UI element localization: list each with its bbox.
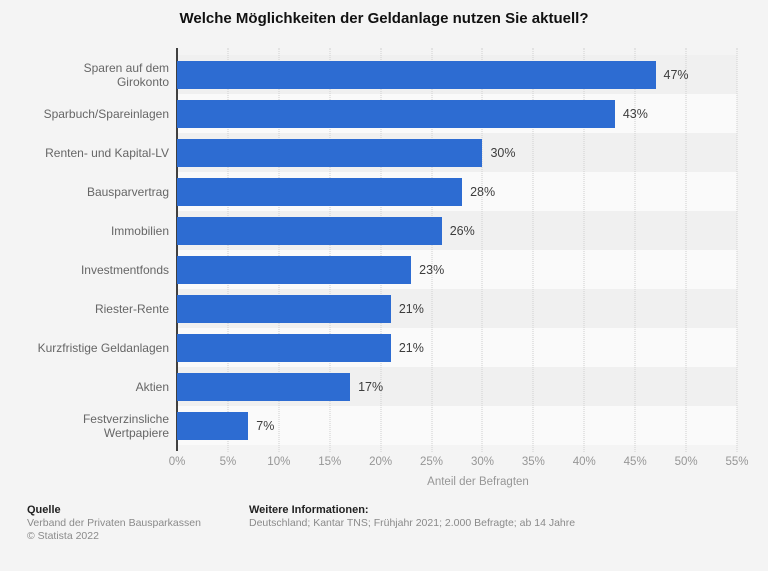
category-label: Riester-Rente	[94, 301, 169, 316]
value-label: 17%	[358, 379, 384, 394]
category-label: Renten- und Kapital-LV	[45, 145, 169, 160]
row-stripe	[177, 406, 737, 445]
info-heading: Weitere Informationen:	[249, 504, 369, 516]
value-label: 43%	[622, 106, 648, 121]
bar-row: Riester-Rente 21%	[0, 289, 768, 328]
gridline	[532, 48, 534, 452]
gridline	[481, 48, 483, 452]
bar-row: Sparen auf dem Girokonto 47%	[0, 55, 768, 94]
value-label: 21%	[398, 340, 424, 355]
category-label: Sparen auf dem Girokonto	[83, 60, 169, 89]
bar-row: Bausparvertrag 28%	[0, 172, 768, 211]
gridline	[583, 48, 585, 452]
gridline	[431, 48, 433, 452]
bar	[177, 60, 656, 89]
gridline	[278, 48, 280, 452]
bar-row: Festverzinsliche Wertpapiere 7%	[0, 406, 768, 445]
gridline	[634, 48, 636, 452]
bar	[177, 333, 391, 362]
bar	[177, 216, 442, 245]
x-axis: 0% 5% 10% 15% 20% 25% 30% 35% 40% 45% 50% 55%	[0, 456, 768, 472]
value-label: 7%	[256, 418, 275, 433]
category-label: Festverzinsliche Wertpapiere	[82, 411, 169, 440]
x-tick-label: 20%	[369, 456, 393, 468]
bar-row: Sparbuch/Spareinlagen 43%	[0, 94, 768, 133]
x-tick-label: 45%	[623, 456, 647, 468]
source-heading: Quelle	[27, 504, 61, 516]
gridline	[329, 48, 331, 452]
value-label: 28%	[470, 184, 496, 199]
bar-row: Investmentfonds 23%	[0, 250, 768, 289]
category-label: Investmentfonds	[80, 262, 169, 277]
x-axis-label: Anteil der Befragten	[427, 476, 529, 488]
info-details: Deutschland; Kantar TNS; Frühjahr 2021; …	[249, 517, 576, 529]
bar-row: Aktien 17%	[0, 367, 768, 406]
x-tick-label: 40%	[572, 456, 596, 468]
gridline	[685, 48, 687, 452]
info-block: Weitere Informationen: Deutschland; Kant…	[249, 504, 575, 530]
bar	[177, 372, 351, 401]
bar-row: Kurzfristige Geldanlagen 21%	[0, 328, 768, 367]
bar-row: Renten- und Kapital-LV 30%	[0, 133, 768, 172]
value-label: 47%	[663, 67, 689, 82]
y-axis-line	[176, 48, 178, 451]
plot-area: Sparen auf dem Girokonto 47% Sparbuch/Spar…	[0, 48, 768, 452]
bar	[177, 177, 463, 206]
value-label: 30%	[490, 145, 516, 160]
category-label: Aktien	[135, 379, 169, 394]
bar	[177, 294, 391, 323]
gridline	[227, 48, 229, 452]
x-tick-label: 0%	[168, 456, 186, 468]
value-label: 23%	[419, 262, 445, 277]
value-label: 26%	[449, 223, 475, 238]
source-name: Verband der Privaten Bausparkassen	[27, 517, 201, 529]
x-tick-label: 50%	[674, 456, 698, 468]
category-label: Sparbuch/Spareinlagen	[43, 106, 169, 121]
x-tick-label: 10%	[267, 456, 291, 468]
x-tick-label: 55%	[725, 456, 749, 468]
chart-title: Welche Möglichkeiten der Geldanlage nutz…	[179, 10, 589, 27]
category-label: Bausparvertrag	[86, 184, 169, 199]
copyright-note: © Statista 2022	[27, 530, 99, 542]
gridline	[380, 48, 382, 452]
gridline	[736, 48, 738, 452]
x-tick-label: 30%	[470, 456, 494, 468]
x-tick-label: 15%	[318, 456, 342, 468]
bar-row: Immobilien 26%	[0, 211, 768, 250]
category-label: Immobilien	[110, 223, 169, 238]
bar	[177, 138, 483, 167]
bar	[177, 99, 615, 128]
bar	[177, 255, 412, 284]
source-block: Quelle Verband der Privaten Bausparkasse…	[27, 504, 201, 543]
category-label: Kurzfristige Geldanlagen	[37, 340, 169, 355]
x-tick-label: 5%	[219, 456, 237, 468]
bar	[177, 411, 249, 440]
x-tick-label: 25%	[420, 456, 444, 468]
x-tick-label: 35%	[521, 456, 545, 468]
value-label: 21%	[398, 301, 424, 316]
